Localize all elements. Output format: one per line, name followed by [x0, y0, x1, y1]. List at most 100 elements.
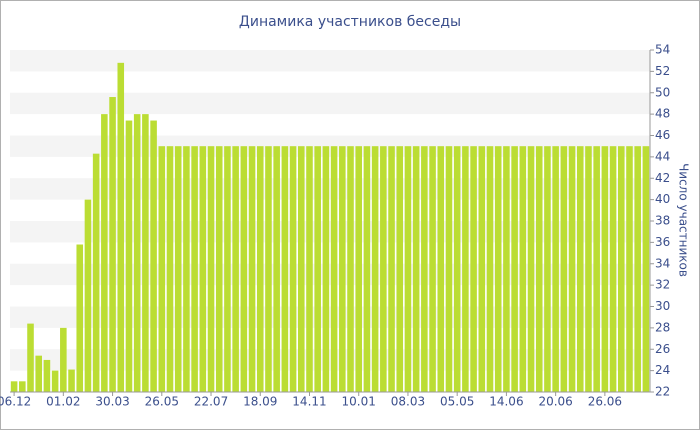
bar — [314, 146, 321, 392]
x-tick-label: 22.07 — [194, 395, 228, 409]
x-tick-label: 14.06 — [489, 395, 523, 409]
y-tick-label: 30 — [655, 299, 670, 313]
bar — [363, 146, 371, 392]
bar — [166, 146, 174, 392]
bar — [560, 146, 568, 392]
bar — [634, 146, 641, 392]
bar — [68, 369, 75, 392]
bar — [576, 146, 584, 392]
bar — [306, 146, 313, 392]
bar — [224, 146, 231, 392]
bar — [511, 146, 518, 392]
grid-band — [10, 92, 650, 115]
bar — [568, 146, 576, 392]
bar — [478, 146, 486, 392]
y-tick-label: 52 — [655, 64, 670, 78]
y-tick-label: 26 — [655, 342, 670, 356]
bar — [609, 146, 617, 392]
bar — [35, 355, 42, 392]
bar — [273, 146, 280, 392]
chart-title: Динамика участников беседы — [239, 14, 461, 30]
bar — [421, 146, 428, 392]
bar — [289, 146, 297, 392]
y-tick-label: 32 — [655, 278, 670, 292]
bar — [76, 244, 84, 392]
bar — [494, 146, 502, 392]
x-tick-label: 20.06 — [538, 395, 572, 409]
bar — [626, 146, 633, 392]
x-tick-label: 18.09 — [243, 395, 277, 409]
bar — [642, 146, 650, 392]
bar — [256, 146, 264, 392]
x-tick-label: 01.02 — [46, 395, 80, 409]
bar — [117, 62, 125, 392]
bar — [585, 146, 592, 392]
x-tick-label: 30.03 — [95, 395, 129, 409]
bar — [371, 146, 379, 392]
bar — [388, 146, 395, 392]
x-tick-label: 14.11 — [292, 395, 326, 409]
bar — [396, 146, 404, 392]
bar — [298, 146, 305, 392]
bar — [412, 146, 420, 392]
bar — [191, 146, 198, 392]
bar — [125, 120, 133, 392]
bar — [535, 146, 543, 392]
bar — [183, 146, 190, 392]
y-tick-label: 24 — [655, 363, 670, 377]
bar — [322, 146, 330, 392]
y-tick-label: 28 — [655, 320, 670, 334]
x-tick-label: 08.03 — [391, 395, 425, 409]
bar — [232, 146, 239, 392]
bar — [174, 146, 182, 392]
bar — [150, 120, 157, 392]
bar — [60, 327, 67, 392]
bar — [215, 146, 223, 392]
bar — [142, 114, 149, 392]
bar — [527, 146, 535, 392]
bar — [470, 146, 477, 392]
bar — [503, 146, 510, 392]
bar — [347, 146, 354, 392]
bar — [27, 323, 34, 392]
bar — [92, 153, 100, 392]
bar — [109, 97, 116, 393]
bar — [133, 114, 141, 392]
bar — [429, 146, 436, 392]
bar — [437, 146, 445, 392]
bar — [281, 146, 289, 392]
x-tick-label: 26.06 — [588, 395, 622, 409]
y-tick-label: 38 — [655, 214, 670, 228]
y-tick-label: 36 — [655, 235, 670, 249]
y-tick-label: 22 — [655, 385, 670, 399]
bar — [519, 146, 527, 392]
bar — [158, 146, 166, 392]
y-tick-label: 42 — [655, 171, 670, 185]
bar — [199, 146, 207, 392]
x-tick-label: 26.05 — [145, 395, 179, 409]
bar — [380, 146, 387, 392]
bar — [601, 146, 609, 392]
x-tick-label: 05.05 — [440, 395, 474, 409]
bar — [265, 146, 272, 392]
bar — [10, 381, 18, 392]
bar — [240, 146, 248, 392]
bar — [618, 146, 625, 392]
bar — [404, 146, 412, 392]
bar — [339, 146, 346, 392]
bar — [330, 146, 338, 392]
bar — [544, 146, 551, 392]
y-tick-label: 48 — [655, 107, 670, 121]
bar — [43, 359, 51, 392]
bar — [19, 381, 26, 392]
grid-band — [10, 50, 650, 72]
y-tick-label: 34 — [655, 256, 670, 270]
y-axis-label: Число участников — [677, 163, 691, 277]
y-tick-label: 40 — [655, 192, 670, 206]
bar — [248, 146, 256, 392]
bar — [207, 146, 215, 392]
y-tick-label: 46 — [655, 128, 670, 142]
bar — [355, 146, 362, 392]
